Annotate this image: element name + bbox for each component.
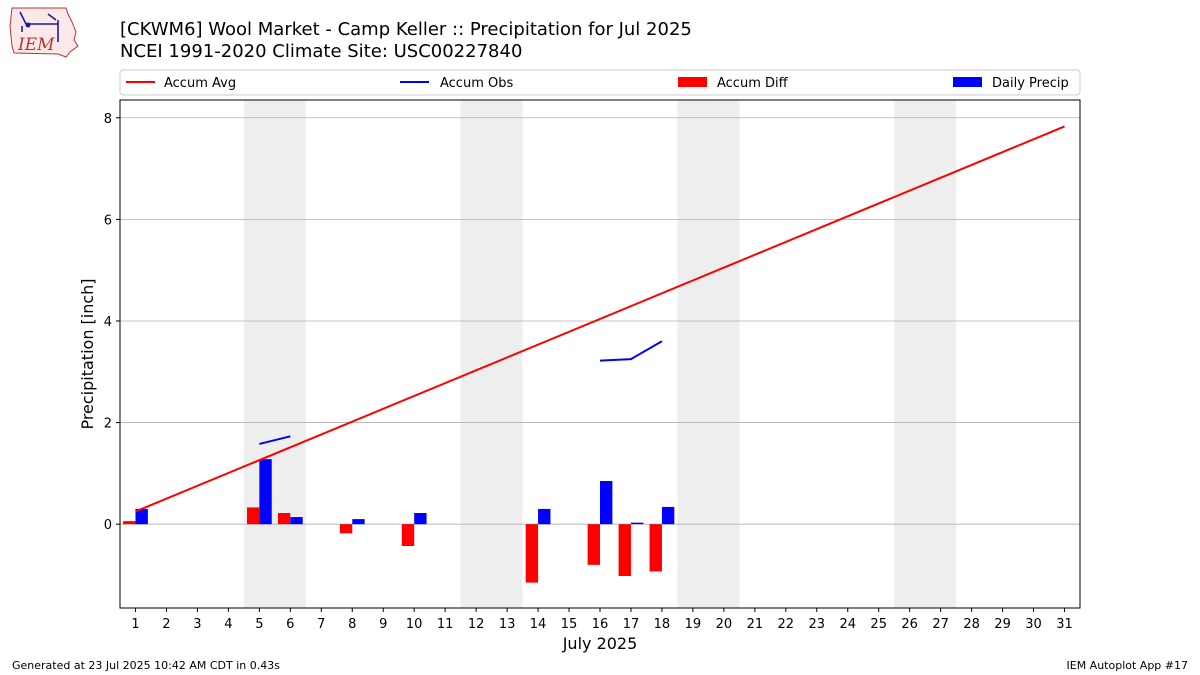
daily-precip-bar xyxy=(661,506,675,525)
legend: Accum Avg Accum Obs Accum Diff Daily Precip xyxy=(119,69,1081,96)
x-tick-label: 28 xyxy=(963,617,980,632)
accum-diff-bar xyxy=(339,524,353,534)
x-tick-label: 13 xyxy=(499,617,516,632)
accum-diff-bar xyxy=(649,524,662,572)
y-tick-label: 2 xyxy=(104,417,112,432)
x-axis-label: July 2025 xyxy=(562,634,638,653)
chart-subtitle: NCEI 1991-2020 Climate Site: USC00227840 xyxy=(120,41,522,62)
x-tick-label: 1 xyxy=(131,617,139,632)
x-tick-label: 16 xyxy=(592,617,609,632)
x-tick-label: 3 xyxy=(193,617,201,632)
daily-precip-bar xyxy=(290,517,303,525)
daily-precip-bar xyxy=(630,522,644,525)
accum-obs-line xyxy=(599,340,663,362)
x-tick-label: 21 xyxy=(747,617,764,632)
weekend-band xyxy=(243,100,306,608)
daily-precip-bar xyxy=(538,508,551,525)
accum-diff-bar xyxy=(277,513,291,525)
accum-avg-line xyxy=(135,125,1065,513)
x-tick-label: 2 xyxy=(162,617,170,632)
x-tick-label: 25 xyxy=(870,617,887,632)
x-tick-label: 22 xyxy=(778,617,795,632)
x-tick-label: 11 xyxy=(437,617,454,632)
lines xyxy=(135,125,1065,513)
legend-label: Daily Precip xyxy=(992,76,1069,91)
x-tick-label: 29 xyxy=(994,617,1011,632)
legend-swatch xyxy=(953,77,982,87)
accum-diff-bar xyxy=(123,521,136,525)
x-tick-label: 9 xyxy=(379,617,387,632)
legend-swatch xyxy=(678,77,707,87)
logo-text: IEM xyxy=(17,35,55,55)
accum-diff-bar xyxy=(246,507,260,525)
y-tick-label: 8 xyxy=(104,112,112,127)
x-tick-label: 14 xyxy=(530,617,547,632)
legend-label: Accum Obs xyxy=(440,76,513,91)
x-tick-label: 19 xyxy=(685,617,702,632)
x-tick-label: 31 xyxy=(1056,617,1073,632)
iem-logo: IEM xyxy=(9,7,79,58)
weekend-band xyxy=(677,100,740,608)
x-tick-label: 15 xyxy=(561,617,578,632)
y-tick-label: 0 xyxy=(104,518,112,533)
accum-diff-bar xyxy=(401,524,415,547)
x-tick-label: 6 xyxy=(286,617,294,632)
daily-precip-bar xyxy=(352,519,365,525)
y-tick-label: 4 xyxy=(104,315,112,330)
weekend-band xyxy=(460,100,523,608)
daily-precip-bar xyxy=(414,513,427,525)
x-tick-label: 5 xyxy=(255,617,263,632)
x-tick-label: 8 xyxy=(348,617,356,632)
legend-label: Accum Diff xyxy=(717,76,789,91)
x-tick-label: 7 xyxy=(317,617,325,632)
bars xyxy=(123,459,675,583)
daily-precip-bar xyxy=(259,459,272,525)
x-tick-label: 10 xyxy=(406,617,423,632)
accum-diff-bar xyxy=(587,524,600,565)
x-tick-label: 30 xyxy=(1025,617,1042,632)
x-tick-label: 4 xyxy=(224,617,232,632)
x-tick-label: 27 xyxy=(932,617,949,632)
x-tick-label: 12 xyxy=(468,617,485,632)
daily-precip-bar xyxy=(600,481,613,525)
footer-app-id: IEM Autoplot App #17 xyxy=(1066,659,1189,672)
daily-precip-bar xyxy=(135,508,148,525)
x-tick-label: 18 xyxy=(654,617,671,632)
accum-diff-bar xyxy=(525,524,539,583)
plot-frame xyxy=(119,99,1081,609)
chart-title: [CKWM6] Wool Market - Camp Keller :: Pre… xyxy=(120,19,692,40)
y-tick-label: 6 xyxy=(104,213,112,228)
legend-frame xyxy=(119,69,1081,96)
footer-generated: Generated at 23 Jul 2025 10:42 AM CDT in… xyxy=(12,659,280,672)
legend-label: Accum Avg xyxy=(164,76,236,91)
x-tick-label: 20 xyxy=(716,617,733,632)
x-axis: 1 2 3 4 5 6 7 8 9 10 11 12 13 14 15 16 17 18 19 20 21 22 23 24 2… xyxy=(131,608,1073,632)
y-axis-label: Precipitation [inch] xyxy=(78,278,97,429)
x-tick-label: 23 xyxy=(809,617,826,632)
y-axis: 0 2 4 6 8 xyxy=(104,112,120,533)
accum-obs-line xyxy=(259,435,291,445)
x-tick-label: 17 xyxy=(623,617,640,632)
accum-diff-bar xyxy=(618,524,631,576)
x-tick-label: 24 xyxy=(839,617,856,632)
x-tick-label: 26 xyxy=(901,617,918,632)
